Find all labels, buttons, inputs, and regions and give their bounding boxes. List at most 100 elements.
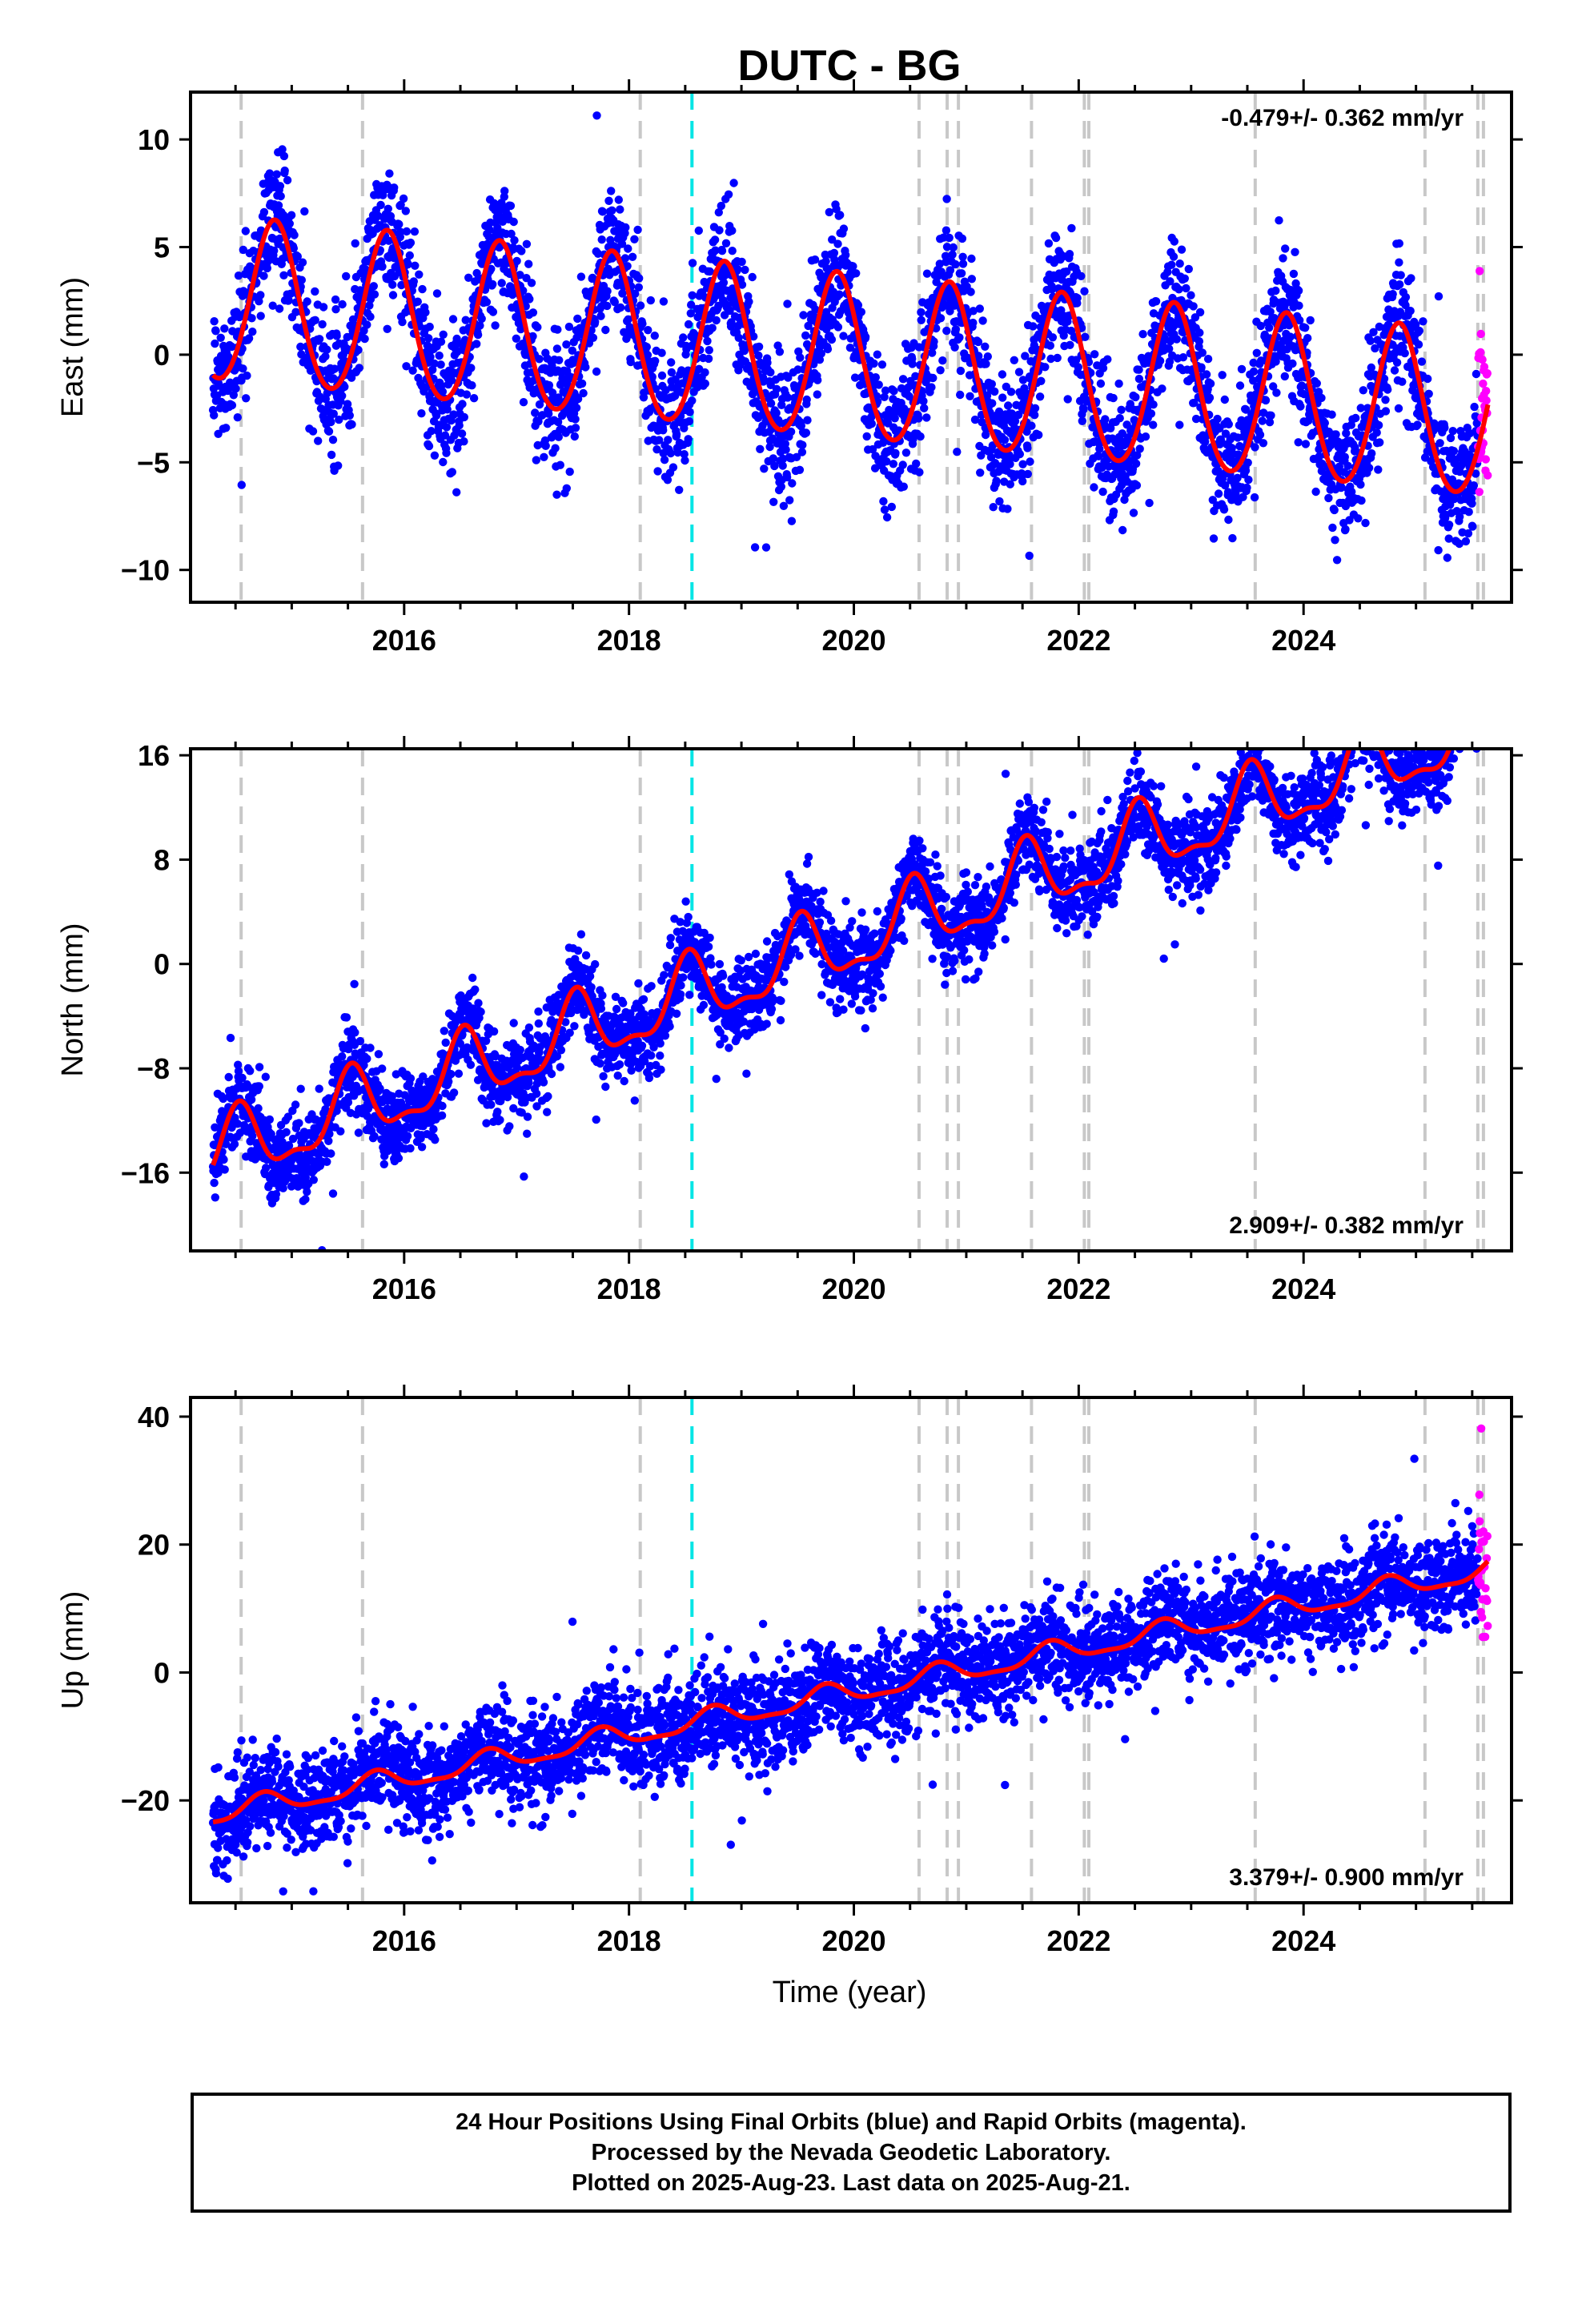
final-orbit-point [335,415,343,424]
final-orbit-point [265,169,274,178]
final-orbit-point [336,1127,345,1136]
final-orbit-point [1261,396,1271,405]
final-orbit-point [1239,493,1247,501]
final-orbit-point [552,490,561,499]
final-orbit-point [675,485,684,494]
final-orbit-point [1283,344,1291,354]
final-orbit-point [395,219,404,229]
final-orbit-point [839,332,848,340]
final-orbit-point [327,417,335,427]
final-orbit-point [956,390,965,400]
final-orbit-point [224,352,233,361]
final-orbit-point [476,321,484,330]
rate-label: -0.479+/- 0.362 mm/yr [1221,105,1464,131]
final-orbit-point [1037,376,1046,385]
final-orbit-point [477,314,486,324]
final-orbit-point [1450,495,1459,504]
final-orbit-point [1112,449,1122,459]
final-orbit-point [435,351,444,360]
final-orbit-point [553,325,562,334]
final-orbit-point [448,315,458,324]
final-orbit-point [1472,469,1480,478]
final-orbit-point [449,410,458,419]
final-orbit-point [410,227,420,236]
final-orbit-point [383,204,392,213]
final-orbit-point [1195,328,1204,337]
final-orbit-point [551,444,560,452]
final-orbit-point [1006,460,1014,468]
final-orbit-point [610,298,619,307]
final-orbit-point [562,340,571,349]
final-orbit-point [1118,525,1127,535]
final-orbit-point [607,187,616,195]
final-orbit-point [983,352,993,361]
final-orbit-point [750,543,760,552]
final-orbit-point [216,333,225,342]
final-orbit-point [638,320,647,328]
final-orbit-point [1014,410,1023,420]
final-orbit-point [1366,336,1375,345]
final-orbit-point [688,259,697,267]
final-orbit-point [468,381,476,390]
final-orbit-point [401,207,410,215]
final-orbit-point [650,332,659,340]
final-orbit-point [517,247,526,255]
rapid-orbit-point [1479,379,1488,388]
final-orbit-point [378,262,387,271]
rapid-orbit-point [1476,267,1484,275]
final-orbit-point [1175,259,1184,268]
final-orbit-point [1406,307,1415,316]
final-orbit-point [340,382,349,392]
final-orbit-point [948,250,957,259]
final-orbit-point [659,426,668,435]
final-orbit-point [725,306,734,316]
final-orbit-point [496,1116,504,1124]
final-orbit-point [766,399,776,408]
final-orbit-point [351,239,359,248]
final-orbit-point [703,336,712,346]
final-orbit-point [651,384,661,393]
final-orbit-point [761,543,771,552]
final-orbit-point [1182,283,1191,293]
final-orbit-point [1315,452,1324,461]
final-orbit-point [1464,508,1473,517]
final-orbit-point [805,376,815,384]
final-orbit-point [226,1033,235,1043]
final-orbit-point [1191,414,1201,424]
final-orbit-point [1109,393,1118,403]
final-orbit-point [1221,429,1231,438]
final-orbit-point [374,211,383,220]
final-orbit-point [493,1108,502,1116]
final-orbit-point [887,502,897,512]
final-orbit-point [715,226,724,235]
rapid-orbit-point [1476,329,1485,339]
final-orbit-point [788,479,797,488]
data-points [208,749,1481,1251]
final-orbit-point [391,1070,400,1079]
final-orbit-point [705,267,714,276]
final-orbit-point [777,400,786,409]
final-orbit-point [571,424,580,432]
final-orbit-point [660,456,669,464]
final-orbit-point [301,1195,310,1204]
final-orbit-point [438,387,448,396]
final-orbit-point [283,175,292,185]
rapid-orbit-point [1482,396,1491,405]
final-orbit-point [272,170,281,179]
final-orbit-point [644,326,652,335]
final-orbit-point [287,1182,296,1191]
final-orbit-point [442,448,451,457]
final-orbit-point [1044,239,1054,248]
final-orbit-point [1169,252,1178,261]
final-orbit-point [1400,348,1409,358]
final-orbit-point [1006,388,1016,396]
final-orbit-point [448,468,456,476]
final-orbit-point [685,408,694,416]
final-orbit-point [284,1141,294,1151]
final-orbit-point [1351,443,1359,452]
final-orbit-point [263,263,271,273]
final-orbit-point [1228,533,1237,543]
final-orbit-point [276,191,285,201]
